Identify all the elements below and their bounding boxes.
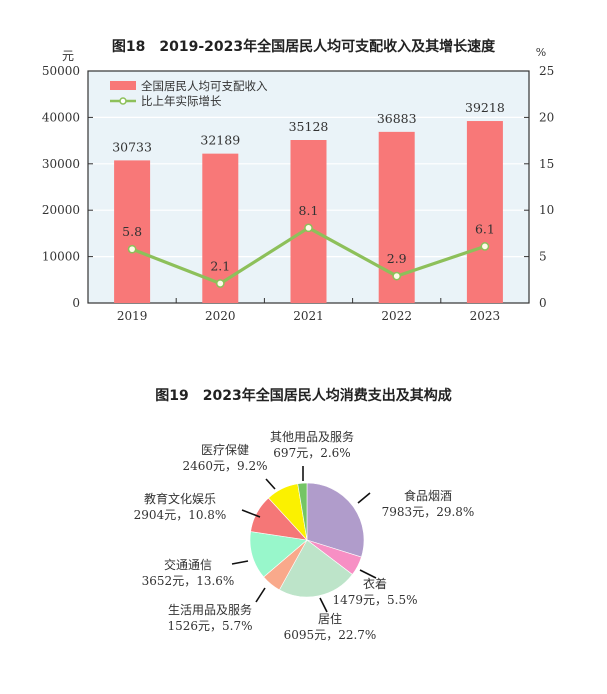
bar-2019: [114, 160, 151, 303]
slice-value-label: 697元，2.6%: [273, 446, 350, 460]
y2-axis-tick-label: 15: [539, 157, 554, 171]
slice-category-label: 教育文化娱乐: [144, 491, 216, 506]
y2-axis-tick-label: 10: [539, 203, 554, 217]
bar-value-label: 30733: [112, 139, 152, 154]
slice-value-label: 2904元，10.8%: [134, 508, 227, 522]
y2-axis-tick-label: 20: [539, 110, 554, 124]
growth-value-label: 8.1: [299, 203, 319, 218]
y-axis-unit: 元: [62, 49, 74, 63]
bar-value-label: 32189: [200, 133, 240, 148]
growth-point: [215, 279, 225, 288]
pie-slice-1: [306, 482, 365, 558]
slice-value-label: 1526元，5.7%: [167, 619, 252, 633]
leader-line: [231, 560, 249, 565]
y-axis-tick-label: 0: [72, 296, 80, 310]
x-axis-tick-label: 2021: [293, 309, 324, 323]
leader-line: [265, 478, 276, 490]
bar-2023: [466, 121, 503, 304]
leader-line: [241, 509, 261, 518]
growth-value-label: 6.1: [475, 221, 495, 236]
chart18-title: 图18 2019-2023年全国居民人均可支配收入及其增长速度: [111, 39, 496, 55]
x-axis-tick-label: 2022: [381, 309, 412, 323]
y-axis-tick-label: 50000: [42, 64, 80, 78]
legend-line-label: 比上年实际增长: [141, 94, 222, 108]
legend-line-marker: [119, 97, 127, 105]
y-axis-tick-label: 10000: [42, 250, 80, 264]
slice-value-label: 7983元，29.8%: [382, 505, 475, 519]
growth-point: [127, 244, 137, 254]
y2-axis-unit: %: [536, 46, 546, 59]
growth-value-label: 2.1: [210, 259, 230, 274]
pie-slice-8: [297, 482, 308, 541]
growth-value-label: 2.9: [387, 251, 407, 266]
x-axis-tick-label: 2023: [470, 309, 501, 323]
y-axis-tick-label: 30000: [42, 157, 80, 171]
slice-category-label: 食品烟酒: [404, 488, 452, 503]
slice-category-label: 其他用品及服务: [270, 429, 354, 444]
y2-axis-tick-label: 5: [539, 250, 547, 264]
pie-slice-3: [278, 539, 353, 598]
leader-line: [255, 587, 266, 603]
y2-axis-tick-label: 25: [539, 64, 554, 78]
bar-value-label: 35128: [289, 119, 329, 134]
y-axis-tick-label: 40000: [42, 110, 80, 124]
slice-value-label: 6095元，22.7%: [284, 628, 377, 642]
slice-category-label: 衣着: [363, 576, 387, 591]
x-axis-tick-label: 2020: [205, 309, 236, 323]
bar-value-label: 36883: [377, 111, 417, 126]
slice-value-label: 3652元，13.6%: [142, 574, 235, 588]
growth-point: [392, 271, 402, 281]
slice-value-label: 1479元，5.5%: [332, 593, 417, 607]
leader-line: [319, 597, 328, 613]
y2-axis-tick-label: 0: [539, 296, 547, 310]
growth-point: [480, 242, 490, 251]
leader-line: [357, 492, 371, 504]
slice-category-label: 医疗保健: [201, 443, 249, 457]
slice-category-label: 居住: [318, 612, 342, 626]
slice-category-label: 生活用品及服务: [168, 602, 252, 617]
bar-2021: [290, 140, 327, 303]
y-axis-tick-label: 20000: [42, 203, 80, 217]
chart19-title: 图19 2023年全国居民人均消费支出及其构成: [155, 388, 452, 404]
bar-value-label: 39218: [465, 100, 505, 115]
growth-value-label: 5.8: [122, 224, 142, 239]
slice-category-label: 交通通信: [164, 557, 212, 572]
legend-bar-label: 全国居民人均可支配收入: [141, 79, 268, 93]
growth-point: [304, 223, 313, 233]
legend-bar-swatch: [110, 81, 136, 90]
slice-value-label: 2460元，9.2%: [182, 459, 267, 473]
income-bar-line-chart: 0 10000 20000 30000 40000 50000 0 5 10 15 20 25 元 % 30…: [42, 46, 554, 323]
leader-line: [359, 569, 377, 579]
x-axis-tick-label: 2019: [117, 309, 148, 323]
